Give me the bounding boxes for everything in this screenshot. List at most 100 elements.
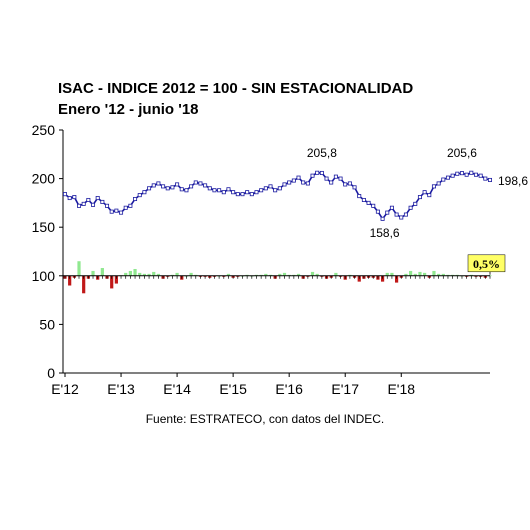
index-point (254, 190, 259, 195)
index-point (137, 193, 142, 198)
index-point (436, 181, 441, 186)
change-bar (152, 271, 156, 276)
y-tick-label: 50 (39, 316, 55, 332)
change-bar (296, 273, 301, 276)
change-bar (142, 273, 146, 276)
index-point (375, 209, 380, 214)
index-point (268, 184, 273, 189)
index-point (207, 186, 212, 191)
index-point (156, 181, 161, 186)
change-bar (128, 270, 132, 276)
index-point (357, 194, 362, 199)
chart-title: ISAC - INDICE 2012 = 100 - SIN ESTACIONA… (58, 80, 414, 97)
index-point (221, 190, 226, 195)
index-point (249, 192, 254, 197)
index-point (119, 210, 124, 215)
axes-layer (62, 130, 491, 374)
change-bar (226, 273, 231, 276)
change-bar (418, 271, 422, 276)
index-point (450, 173, 455, 178)
x-tick-label: E'13 (107, 381, 135, 397)
change-bar (189, 272, 193, 276)
change-bar (156, 273, 161, 276)
index-point (198, 181, 203, 186)
index-point (469, 170, 474, 175)
index-point (319, 170, 324, 175)
index-point (151, 183, 156, 188)
change-bar (133, 268, 137, 276)
index-point (324, 176, 329, 181)
change-bar (82, 275, 86, 294)
change-bar (437, 273, 441, 276)
index-point (217, 188, 222, 193)
index-point (291, 178, 296, 183)
y-axis-ticks: 0 50 100 150 200 250 (32, 122, 63, 381)
change-bar (147, 273, 151, 276)
index-point (165, 186, 170, 191)
index-point (487, 177, 492, 182)
index-point (473, 172, 478, 177)
index-point (114, 208, 119, 213)
x-tick-label: E'15 (219, 381, 247, 397)
y-tick-label: 200 (32, 171, 56, 187)
change-bar (264, 273, 268, 276)
line-layer (63, 170, 492, 221)
index-point (128, 203, 133, 208)
index-point (147, 186, 152, 191)
y-tick-label: 0 (47, 365, 55, 381)
y-tick-label: 150 (32, 219, 56, 235)
index-point (371, 203, 376, 208)
change-bar (68, 275, 72, 286)
index-point (413, 201, 418, 206)
index-point (459, 171, 464, 176)
change-bar (409, 270, 413, 276)
change-bar (175, 272, 179, 276)
index-point (161, 184, 166, 189)
index-point (240, 192, 245, 197)
index-point (203, 183, 208, 188)
index-point (212, 188, 217, 193)
index-point (464, 172, 469, 177)
index-point (67, 196, 72, 201)
x-tick-label: E'12 (51, 381, 79, 397)
index-point (296, 175, 301, 180)
index-point (263, 186, 268, 191)
change-bar (334, 272, 338, 276)
index-point (245, 190, 250, 195)
index-point (91, 202, 96, 207)
change-bar (385, 272, 389, 276)
latest-change-badge-text: 0,5% (473, 257, 500, 271)
change-bar (138, 272, 142, 276)
index-point (133, 197, 138, 202)
index-point (100, 199, 105, 204)
index-point (338, 176, 343, 181)
index-point (380, 216, 385, 221)
index-point (77, 203, 82, 208)
change-bar (423, 272, 427, 276)
bars-layer (63, 261, 492, 294)
index-point (478, 173, 483, 178)
change-bar (394, 275, 399, 283)
change-bar (110, 275, 114, 289)
index-point (445, 175, 450, 180)
index-point (63, 192, 68, 197)
index-point (235, 192, 240, 197)
index-point (361, 197, 366, 202)
index-point (170, 185, 175, 190)
change-bar (124, 272, 128, 276)
index-point (273, 188, 278, 193)
index-point (441, 177, 446, 182)
index-point (301, 180, 306, 185)
change-bar (432, 270, 436, 276)
index-point (109, 209, 114, 214)
change-bar (404, 273, 408, 276)
index-point (175, 182, 180, 187)
change-bar (77, 261, 81, 276)
index-point (417, 195, 422, 200)
index-point (408, 205, 413, 210)
index-point (189, 184, 194, 189)
value-annotation: 198,6 (498, 174, 528, 188)
change-bar (310, 271, 315, 276)
index-line (64, 171, 491, 221)
change-bar (315, 273, 319, 276)
